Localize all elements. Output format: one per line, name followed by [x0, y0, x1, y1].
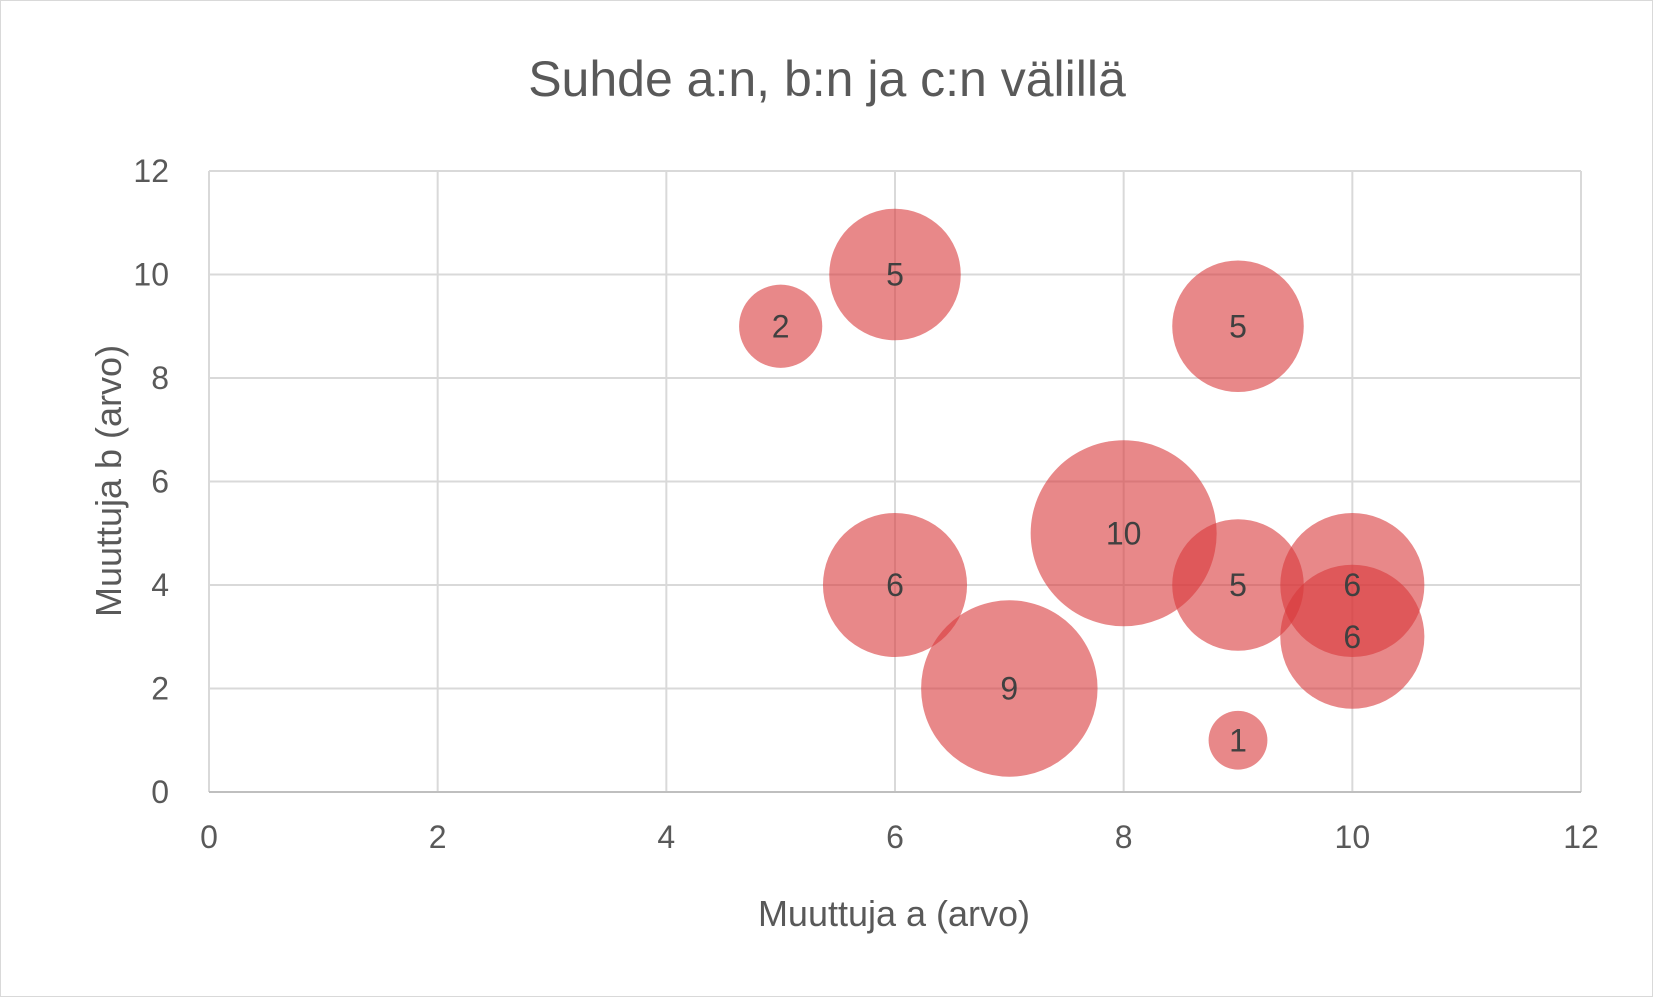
bubble-data-label: 5 — [1229, 567, 1247, 603]
x-tick-label: 0 — [200, 819, 218, 855]
bubble — [822, 512, 968, 658]
y-tick-label: 2 — [151, 671, 169, 707]
x-tick-label: 4 — [657, 819, 675, 855]
y-tick-label: 0 — [151, 774, 169, 810]
chart-title: Suhde a:n, b:n ja c:n välillä — [528, 51, 1126, 107]
bubble-data-label: 2 — [772, 308, 790, 344]
x-axis-title: Muuttuja a (arvo) — [758, 893, 1030, 934]
x-tick-label: 10 — [1335, 819, 1371, 855]
bubble — [1030, 440, 1217, 627]
bubble-data-label: 6 — [1343, 567, 1361, 603]
x-tick-label: 6 — [886, 819, 904, 855]
x-tick-label: 2 — [429, 819, 447, 855]
y-tick-label: 4 — [151, 567, 169, 603]
bubble — [921, 600, 1098, 777]
bubble-labels: 5 2 5 10 6 5 6 6 9 1 — [772, 257, 1361, 759]
bubble-data-label: 10 — [1106, 515, 1142, 551]
bubble-data-label: 9 — [1000, 671, 1018, 707]
bubble — [1280, 564, 1425, 709]
y-tick-label: 12 — [133, 153, 169, 189]
bubble — [1172, 260, 1304, 393]
y-tick-label: 10 — [133, 257, 169, 293]
bubble-data-label: 5 — [1229, 308, 1247, 344]
bubble-data-label: 6 — [886, 567, 904, 603]
bubble — [1208, 710, 1268, 770]
bubble-data-label: 5 — [886, 257, 904, 293]
bubble — [1172, 519, 1304, 651]
bubble — [739, 284, 823, 368]
x-tick-label: 12 — [1563, 819, 1599, 855]
y-tick-label: 8 — [151, 360, 169, 396]
bubble — [829, 208, 961, 341]
bubble-data-label: 1 — [1229, 722, 1247, 758]
x-tick-label: 8 — [1115, 819, 1133, 855]
y-tick-label: 6 — [151, 464, 169, 500]
bubble-data-label: 6 — [1343, 619, 1361, 655]
y-axis-title: Muuttuja b (arvo) — [88, 345, 129, 617]
bubbles — [739, 208, 1425, 777]
